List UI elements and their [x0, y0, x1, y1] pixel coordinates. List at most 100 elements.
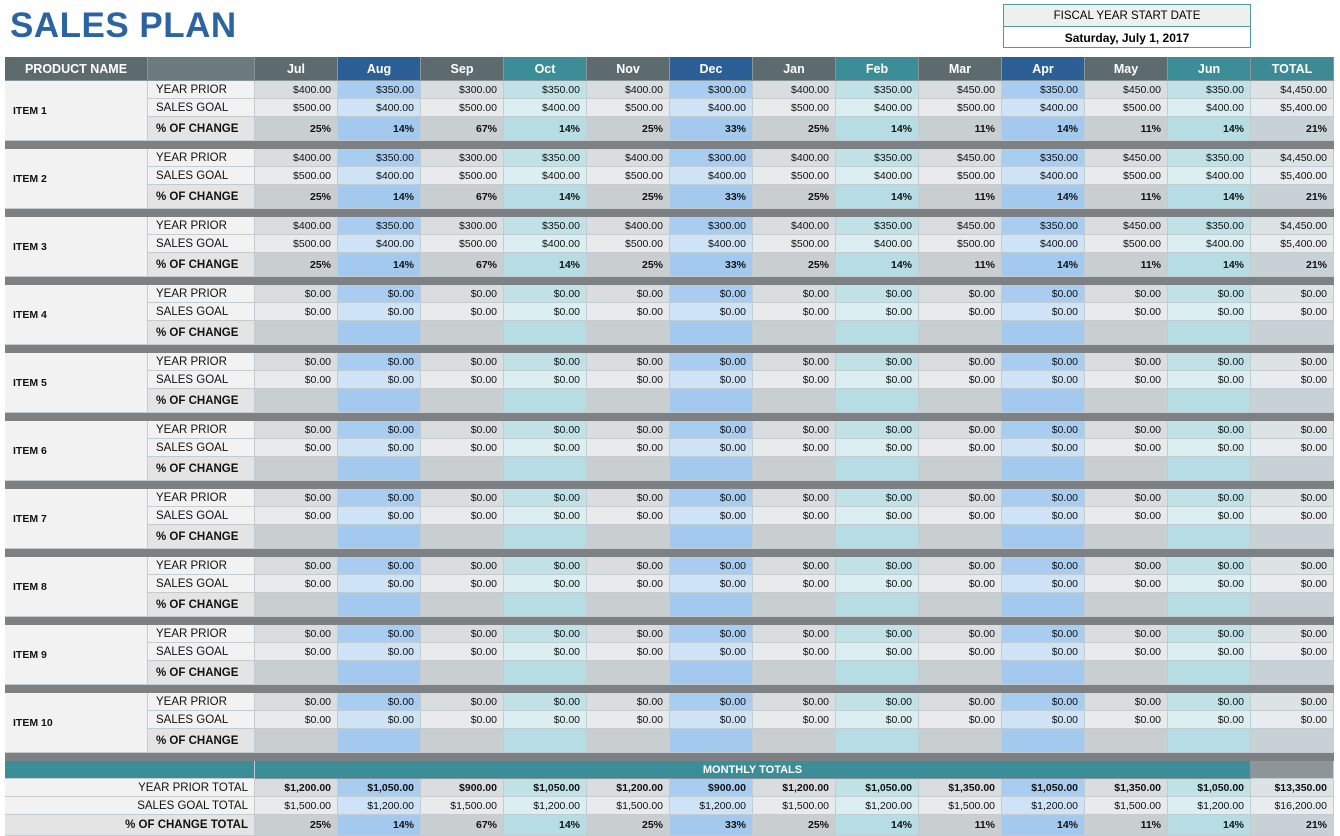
cell-value: $0.00 — [421, 285, 504, 303]
row-label: % OF CHANGE — [148, 117, 255, 141]
column-header: May — [1085, 57, 1168, 81]
cell-value: $400.00 — [670, 99, 753, 117]
row-label: SALES GOAL — [148, 711, 255, 729]
cell-value: $400.00 — [836, 167, 919, 185]
cell-empty — [753, 321, 836, 345]
cell-value: $5,400.00 — [1251, 235, 1334, 253]
cell-value: $500.00 — [919, 235, 1002, 253]
cell-value: $0.00 — [255, 421, 338, 439]
cell-empty — [1168, 525, 1251, 549]
cell-value: 25% — [753, 117, 836, 141]
cell-value: $0.00 — [919, 285, 1002, 303]
cell-value: 21% — [1251, 185, 1334, 209]
cell-value: $400.00 — [338, 235, 421, 253]
cell-value: $500.00 — [421, 235, 504, 253]
cell-empty — [1085, 661, 1168, 685]
cell-value: $0.00 — [1251, 439, 1334, 457]
cell-value: $0.00 — [753, 693, 836, 711]
cell-value: $0.00 — [1168, 575, 1251, 593]
cell-value: 25% — [255, 117, 338, 141]
cell-empty — [255, 593, 338, 617]
cell-value: $0.00 — [1251, 489, 1334, 507]
cell-value: $0.00 — [421, 625, 504, 643]
cell-empty — [1002, 321, 1085, 345]
totals-label: YEAR PRIOR TOTAL — [5, 779, 255, 797]
cell-value: 14% — [836, 185, 919, 209]
cell-value: 67% — [421, 117, 504, 141]
cell-value: $0.00 — [504, 489, 587, 507]
cell-value: $0.00 — [421, 507, 504, 525]
cell-value: $0.00 — [587, 439, 670, 457]
cell-value: $0.00 — [587, 557, 670, 575]
cell-value: $400.00 — [753, 217, 836, 235]
total-value: 25% — [587, 815, 670, 836]
cell-value: $500.00 — [1085, 167, 1168, 185]
column-header: Dec — [670, 57, 753, 81]
cell-value: $0.00 — [338, 575, 421, 593]
separator — [5, 413, 1334, 421]
cell-empty — [504, 593, 587, 617]
cell-empty — [504, 661, 587, 685]
total-value: $1,350.00 — [1085, 779, 1168, 797]
cell-value: $0.00 — [338, 285, 421, 303]
cell-empty — [255, 389, 338, 413]
cell-empty — [1002, 457, 1085, 481]
cell-value: $0.00 — [836, 285, 919, 303]
cell-empty — [919, 321, 1002, 345]
cell-value: $0.00 — [255, 693, 338, 711]
cell-empty — [338, 729, 421, 753]
cell-empty — [753, 389, 836, 413]
total-value: 21% — [1251, 815, 1334, 836]
cell-value: $0.00 — [1251, 507, 1334, 525]
cell-value: $0.00 — [753, 643, 836, 661]
cell-value: $0.00 — [255, 285, 338, 303]
cell-value: $0.00 — [421, 643, 504, 661]
total-value: $1,350.00 — [919, 779, 1002, 797]
cell-value: $0.00 — [919, 489, 1002, 507]
totals-band — [1251, 761, 1334, 779]
cell-value: $300.00 — [670, 81, 753, 99]
cell-value: $500.00 — [421, 99, 504, 117]
item-name: ITEM 10 — [5, 693, 148, 753]
cell-value: $0.00 — [919, 693, 1002, 711]
cell-value: 14% — [1002, 185, 1085, 209]
cell-value: $0.00 — [1251, 575, 1334, 593]
cell-value: 11% — [919, 117, 1002, 141]
cell-empty — [670, 321, 753, 345]
cell-value: $350.00 — [836, 149, 919, 167]
cell-empty — [421, 593, 504, 617]
cell-value: $0.00 — [1168, 285, 1251, 303]
total-value: $1,200.00 — [670, 797, 753, 815]
cell-empty — [836, 525, 919, 549]
cell-value: 14% — [338, 117, 421, 141]
cell-value: $400.00 — [504, 235, 587, 253]
total-value: $1,500.00 — [255, 797, 338, 815]
cell-value: $0.00 — [1085, 303, 1168, 321]
cell-value: $400.00 — [753, 149, 836, 167]
cell-value: $350.00 — [338, 217, 421, 235]
cell-value: $0.00 — [836, 507, 919, 525]
cell-empty — [587, 661, 670, 685]
cell-value: $0.00 — [421, 575, 504, 593]
cell-empty — [753, 525, 836, 549]
cell-value: $0.00 — [421, 439, 504, 457]
cell-value: $0.00 — [836, 421, 919, 439]
cell-value: $5,400.00 — [1251, 99, 1334, 117]
cell-value: $0.00 — [338, 371, 421, 389]
cell-empty — [1251, 525, 1334, 549]
cell-value: 14% — [1002, 253, 1085, 277]
cell-value: $0.00 — [919, 439, 1002, 457]
cell-value: 25% — [587, 117, 670, 141]
separator — [5, 753, 1334, 761]
cell-value: $0.00 — [919, 303, 1002, 321]
cell-value: $0.00 — [670, 507, 753, 525]
cell-value: $0.00 — [919, 353, 1002, 371]
cell-value: $0.00 — [836, 557, 919, 575]
cell-value: $300.00 — [421, 81, 504, 99]
item-name: ITEM 8 — [5, 557, 148, 617]
row-label: SALES GOAL — [148, 99, 255, 117]
cell-empty — [1002, 661, 1085, 685]
cell-value: $0.00 — [1002, 557, 1085, 575]
cell-value: 14% — [504, 185, 587, 209]
cell-value: $300.00 — [421, 149, 504, 167]
